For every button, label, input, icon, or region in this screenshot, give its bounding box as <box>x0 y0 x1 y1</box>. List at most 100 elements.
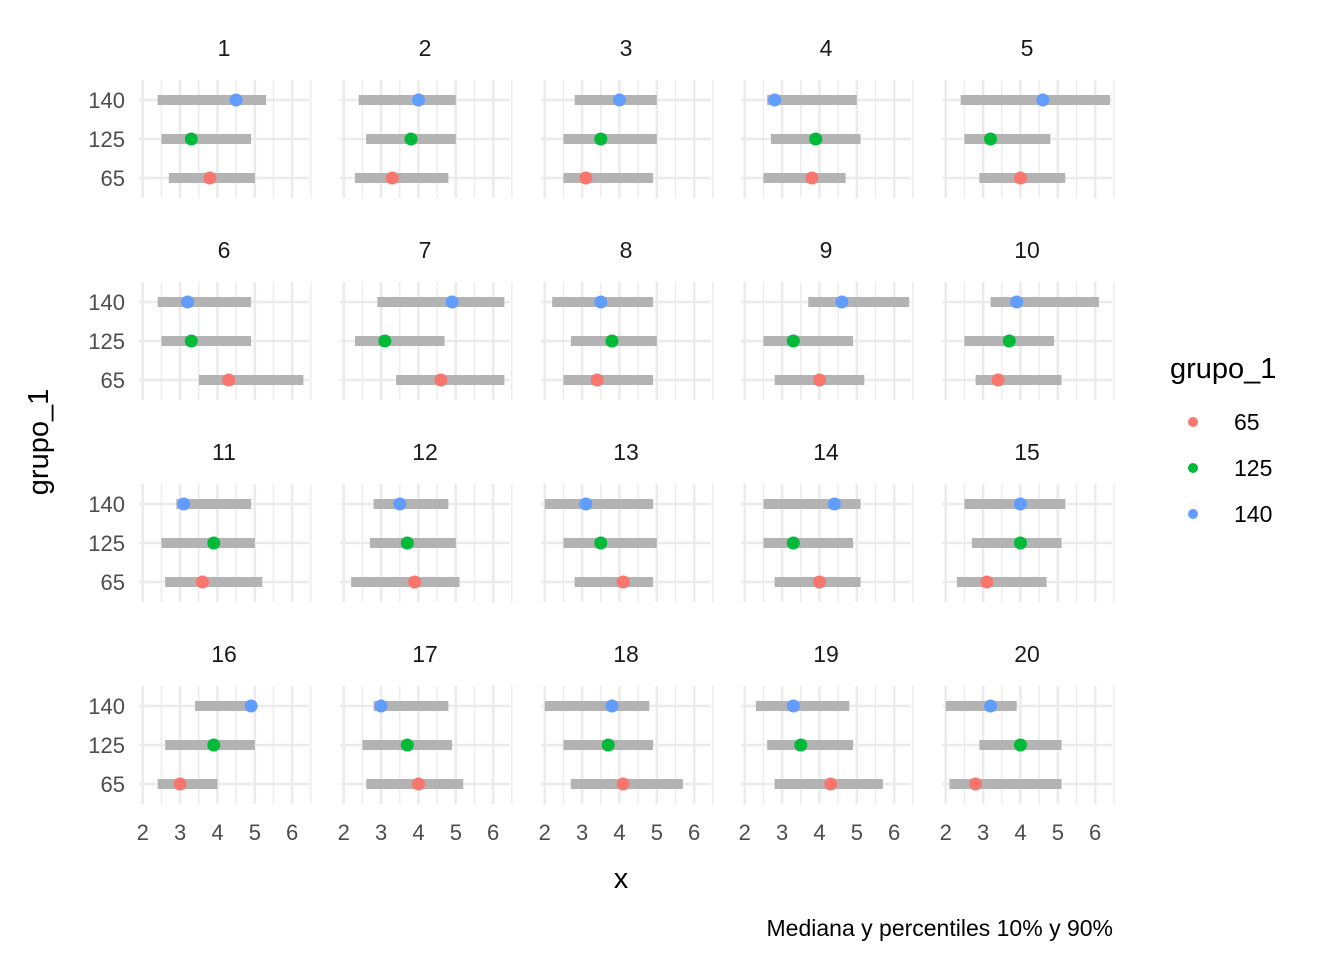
median-point-125 <box>400 536 414 550</box>
median-point-140 <box>229 93 243 107</box>
x-tick-label: 2 <box>739 820 751 845</box>
facet-panel-11: 11 65 125 140 <box>88 439 312 602</box>
legend-key-65 <box>1188 417 1198 427</box>
median-point-125 <box>378 334 392 348</box>
median-point-65 <box>434 373 448 387</box>
median-point-140 <box>374 699 388 713</box>
legend-label: 140 <box>1234 501 1272 527</box>
facet-panel-8: 8 <box>541 237 714 400</box>
facet-panel-2: 2 <box>340 35 513 198</box>
median-point-65 <box>805 171 819 185</box>
facet-panel-7: 7 <box>340 237 513 400</box>
legend-title: grupo_1 <box>1170 353 1276 385</box>
median-point-65 <box>824 777 838 791</box>
facet-panel-16: 16 65 125 140 2 3 4 5 6 <box>88 641 312 845</box>
median-point-140 <box>1010 295 1024 309</box>
x-tick-label: 5 <box>1052 820 1064 845</box>
legend: grupo_1 65 125 140 <box>1170 353 1276 527</box>
facet-panel-6: 6 65 125 140 <box>88 237 312 400</box>
median-point-140 <box>445 295 459 309</box>
x-tick-label: 3 <box>776 820 788 845</box>
x-axis-title: x <box>614 863 629 895</box>
facet-panel-18: 18 2 3 4 5 6 <box>539 641 714 845</box>
x-tick-label: 2 <box>338 820 350 845</box>
facet-strip-label: 6 <box>218 237 231 263</box>
legend-label: 65 <box>1234 409 1260 435</box>
facet-strip-label: 4 <box>820 35 833 61</box>
facet-panel-13: 13 <box>541 439 714 602</box>
median-point-65 <box>411 777 425 791</box>
median-point-65 <box>616 777 630 791</box>
median-point-65 <box>616 575 630 589</box>
median-point-140 <box>835 295 849 309</box>
median-point-140 <box>594 295 608 309</box>
y-tick-label: 125 <box>88 733 125 758</box>
median-point-125 <box>809 132 823 146</box>
facet-strip-label: 14 <box>813 439 839 465</box>
legend-label: 125 <box>1234 455 1272 481</box>
facet-strip-label: 5 <box>1021 35 1034 61</box>
facet-panel-10: 10 <box>942 237 1115 400</box>
facet-strip-label: 13 <box>613 439 639 465</box>
y-tick-label: 65 <box>101 570 125 595</box>
facet-panel-4: 4 <box>741 35 914 198</box>
facet-strip-label: 3 <box>620 35 633 61</box>
x-tick-label: 5 <box>851 820 863 845</box>
facet-strip-label: 20 <box>1014 641 1040 667</box>
median-point-125 <box>794 738 808 752</box>
median-point-125 <box>1013 738 1027 752</box>
facet-strip-label: 12 <box>412 439 438 465</box>
caption: Mediana y percentiles 10% y 90% <box>767 915 1113 941</box>
x-tick-label: 6 <box>487 820 499 845</box>
facet-panel-3: 3 <box>541 35 714 198</box>
facet-strip-label: 18 <box>613 641 639 667</box>
x-tick-label: 2 <box>539 820 551 845</box>
y-tick-label: 65 <box>101 166 125 191</box>
median-point-125 <box>1013 536 1027 550</box>
facet-strip-label: 1 <box>218 35 231 61</box>
median-point-140 <box>1013 497 1027 511</box>
y-tick-label: 140 <box>88 290 125 315</box>
median-point-125 <box>594 132 608 146</box>
facet-panel-19: 19 2 3 4 5 6 <box>739 641 914 845</box>
facet-strip-label: 9 <box>820 237 833 263</box>
median-point-65 <box>173 777 187 791</box>
median-point-140 <box>244 699 258 713</box>
median-point-140 <box>1036 93 1050 107</box>
facet-strip-label: 2 <box>419 35 432 61</box>
median-point-65 <box>222 373 236 387</box>
x-tick-label: 5 <box>249 820 261 845</box>
median-point-65 <box>991 373 1005 387</box>
median-point-125 <box>400 738 414 752</box>
median-point-125 <box>594 536 608 550</box>
facet-strip-label: 15 <box>1014 439 1040 465</box>
y-tick-label: 125 <box>88 127 125 152</box>
median-point-65 <box>203 171 217 185</box>
median-point-125 <box>605 334 619 348</box>
facet-panel-20: 20 2 3 4 5 6 <box>940 641 1115 845</box>
median-point-125 <box>601 738 615 752</box>
x-tick-label: 4 <box>813 820 825 845</box>
facet-panel-9: 9 <box>741 237 914 400</box>
x-tick-label: 3 <box>375 820 387 845</box>
median-point-125 <box>184 132 198 146</box>
median-point-125 <box>1002 334 1016 348</box>
median-point-65 <box>408 575 422 589</box>
facet-strip-label: 11 <box>212 439 236 465</box>
median-point-140 <box>827 497 841 511</box>
legend-key-140 <box>1188 509 1198 519</box>
legend-key-125 <box>1188 463 1198 473</box>
facet-panel-5: 5 <box>942 35 1115 198</box>
median-point-125 <box>984 132 998 146</box>
y-tick-label: 140 <box>88 492 125 517</box>
median-point-65 <box>579 171 593 185</box>
facet-strip-label: 7 <box>419 237 432 263</box>
facet-panel-17: 17 2 3 4 5 6 <box>338 641 513 845</box>
facet-strip-label: 10 <box>1014 237 1040 263</box>
facet-strip-label: 16 <box>211 641 237 667</box>
median-point-125 <box>404 132 418 146</box>
x-tick-label: 5 <box>450 820 462 845</box>
x-tick-label: 3 <box>576 820 588 845</box>
median-point-65 <box>196 575 210 589</box>
